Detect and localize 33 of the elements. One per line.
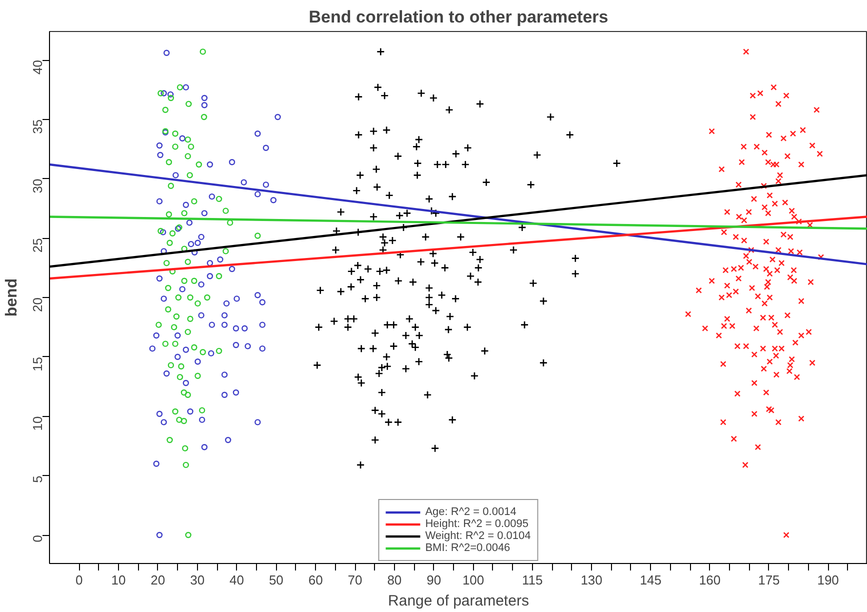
y-tick-label: 40	[30, 60, 45, 74]
y-tick-label: 20	[30, 297, 45, 312]
x-tick-label: 60	[308, 572, 323, 588]
x-tick-label: 145	[640, 572, 662, 588]
x-tick-label: 100	[462, 572, 484, 588]
x-tick-label: 30	[190, 572, 205, 588]
x-axis-title: Range of parameters	[388, 592, 529, 610]
legend-label: Weight: R^2 = 0.0104	[425, 530, 531, 542]
legend-label: BMI: R^2=0.0046	[425, 542, 510, 554]
x-tick-label: 90	[426, 572, 442, 588]
x-tick-label: 50	[268, 572, 284, 588]
x-tick-label: 20	[150, 572, 166, 588]
x-tick-label: 175	[758, 572, 780, 588]
y-tick-label: 35	[30, 119, 45, 134]
x-tick-label: 130	[580, 572, 602, 588]
y-tick-label: 5	[30, 476, 45, 483]
y-tick-label: 30	[30, 178, 45, 194]
x-tick-label: 190	[817, 572, 839, 588]
y-tick-label: 10	[30, 416, 45, 431]
legend-label: Age: R^2 = 0.0014	[425, 506, 516, 518]
x-tick-label: 40	[230, 572, 244, 588]
x-tick-label: 80	[387, 572, 402, 588]
y-tick-label: 0	[30, 534, 45, 542]
y-tick-label: 25	[30, 238, 45, 253]
x-tick-label: 115	[522, 572, 543, 588]
y-axis-title: bend	[4, 278, 20, 317]
x-tick-label: 0	[75, 572, 83, 588]
x-tick-label: 160	[698, 572, 721, 588]
legend-label: Height: R^2 = 0.0095	[425, 518, 529, 530]
x-tick-label: 70	[348, 572, 362, 588]
x-tick-label: 10	[111, 572, 126, 588]
chart-title: Bend correlation to other parameters	[308, 8, 608, 26]
y-tick-label: 15	[30, 356, 45, 372]
